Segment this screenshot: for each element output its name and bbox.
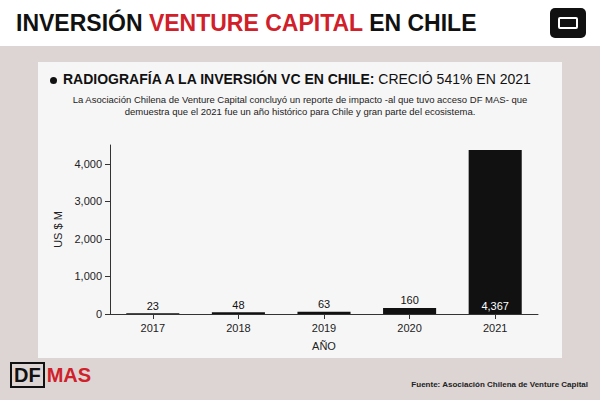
- svg-text:2018: 2018: [226, 322, 250, 334]
- svg-text:2019: 2019: [312, 322, 336, 334]
- html-text:DF MAS: DF MAS: [14, 364, 92, 386]
- svg-text:3,000: 3,000: [74, 195, 102, 207]
- svg-text:2021: 2021: [483, 322, 507, 334]
- html-text:RADIOGRAFÍA A LA INVERSIÓN VC: RADIOGRAFÍA A LA INVERSIÓN VC EN CHILE: …: [63, 71, 531, 87]
- svg-text:AÑO: AÑO: [312, 340, 336, 352]
- svg-text:1,000: 1,000: [74, 270, 102, 282]
- svg-text:4,000: 4,000: [74, 158, 102, 170]
- svg-text:2020: 2020: [397, 322, 421, 334]
- svg-text:2,000: 2,000: [74, 233, 102, 245]
- svg-text:0: 0: [96, 308, 102, 320]
- svg-text:23: 23: [147, 300, 159, 312]
- html-text:La Asociación Chilena de Ventu: La Asociación Chilena de Venture Capital…: [72, 94, 528, 117]
- svg-text:2017: 2017: [141, 322, 165, 334]
- svg-text:4,367: 4,367: [481, 300, 509, 312]
- svg-text:160: 160: [400, 294, 418, 306]
- svg-text:48: 48: [232, 299, 244, 311]
- svg-text:US $ M: US $ M: [52, 211, 64, 248]
- svg-text:63: 63: [318, 298, 330, 310]
- html-text:Fuente: Asociación Chilena de: Fuente: Asociación Chilena de Venture Ca…: [411, 380, 588, 389]
- html-text:INVERSIÓN VENTURE CAPITAL EN C: INVERSIÓN VENTURE CAPITAL EN CHILE: [16, 10, 477, 36]
